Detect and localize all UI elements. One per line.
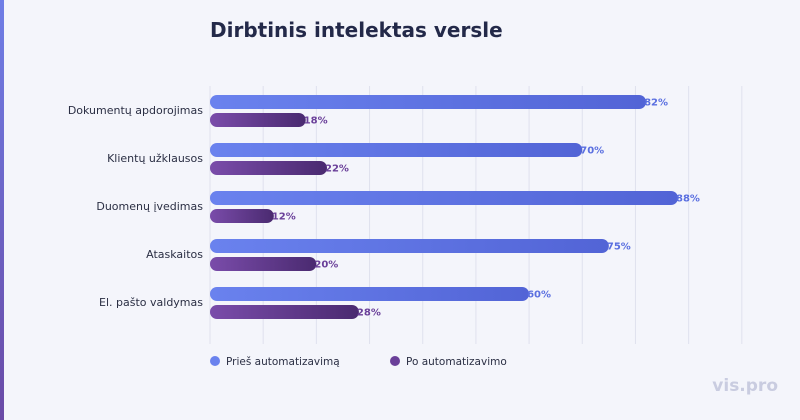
legend-label: Prieš automatizavimą xyxy=(226,356,340,368)
value-label: 12% xyxy=(272,212,296,223)
value-label: 70% xyxy=(580,146,604,157)
bar-after xyxy=(210,305,359,319)
value-label: 75% xyxy=(607,242,631,253)
value-label: 18% xyxy=(304,116,328,127)
category-label: El. pašto valdymas xyxy=(99,296,203,309)
bar-after xyxy=(210,161,327,175)
bar-before xyxy=(210,95,647,109)
legend-label: Po automatizavimo xyxy=(406,356,507,368)
value-label: 82% xyxy=(644,98,668,109)
bar-after xyxy=(210,113,306,127)
value-label: 60% xyxy=(527,290,551,301)
chart-title: Dirbtinis intelektas versle xyxy=(210,18,503,42)
bar-before xyxy=(210,143,583,157)
value-label: 28% xyxy=(357,308,381,319)
accent-bar xyxy=(0,0,4,420)
bar-before xyxy=(210,191,678,205)
category-label: Klientų užklausos xyxy=(107,152,203,165)
category-label: Ataskaitos xyxy=(146,248,203,261)
bars-group: Dokumentų apdorojimas 82% 18% Klientų užkla… xyxy=(68,95,700,319)
legend: Prieš automatizavimą Po automatizavimo xyxy=(210,356,507,368)
watermark: vis.pro xyxy=(712,376,778,396)
legend-marker xyxy=(390,356,400,366)
bar-before xyxy=(210,287,530,301)
value-label: 88% xyxy=(676,194,700,205)
bar-after xyxy=(210,209,274,223)
watermark-text: vis.pro xyxy=(712,376,778,396)
value-label: 22% xyxy=(325,164,349,175)
value-label: 20% xyxy=(314,260,338,271)
category-label: Duomenų įvedimas xyxy=(96,200,203,213)
bar-before xyxy=(210,239,609,253)
category-label: Dokumentų apdorojimas xyxy=(68,104,203,117)
legend-marker xyxy=(210,356,220,366)
bar-after xyxy=(210,257,317,271)
